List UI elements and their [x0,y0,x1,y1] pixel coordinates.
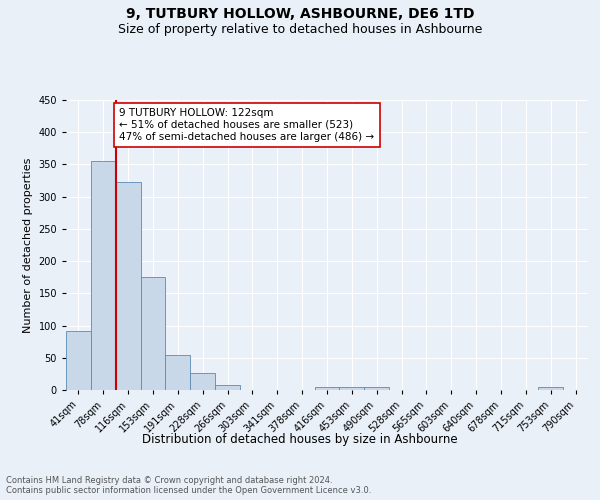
Text: 9 TUTBURY HOLLOW: 122sqm
← 51% of detached houses are smaller (523)
47% of semi-: 9 TUTBURY HOLLOW: 122sqm ← 51% of detach… [119,108,374,142]
Bar [166,355,190,390]
Bar [364,387,389,390]
Bar [66,332,91,390]
Bar [538,387,563,390]
Text: Contains HM Land Registry data © Crown copyright and database right 2024.
Contai: Contains HM Land Registry data © Crown c… [6,476,371,495]
Text: Distribution of detached houses by size in Ashbourne: Distribution of detached houses by size … [142,432,458,446]
Bar [116,182,140,390]
Bar [140,277,166,390]
Bar [215,385,240,390]
Bar [190,373,215,390]
Text: 9, TUTBURY HOLLOW, ASHBOURNE, DE6 1TD: 9, TUTBURY HOLLOW, ASHBOURNE, DE6 1TD [126,8,474,22]
Bar [91,160,116,390]
Bar [314,387,340,390]
Bar [340,387,364,390]
Y-axis label: Number of detached properties: Number of detached properties [23,158,33,332]
Text: Size of property relative to detached houses in Ashbourne: Size of property relative to detached ho… [118,22,482,36]
